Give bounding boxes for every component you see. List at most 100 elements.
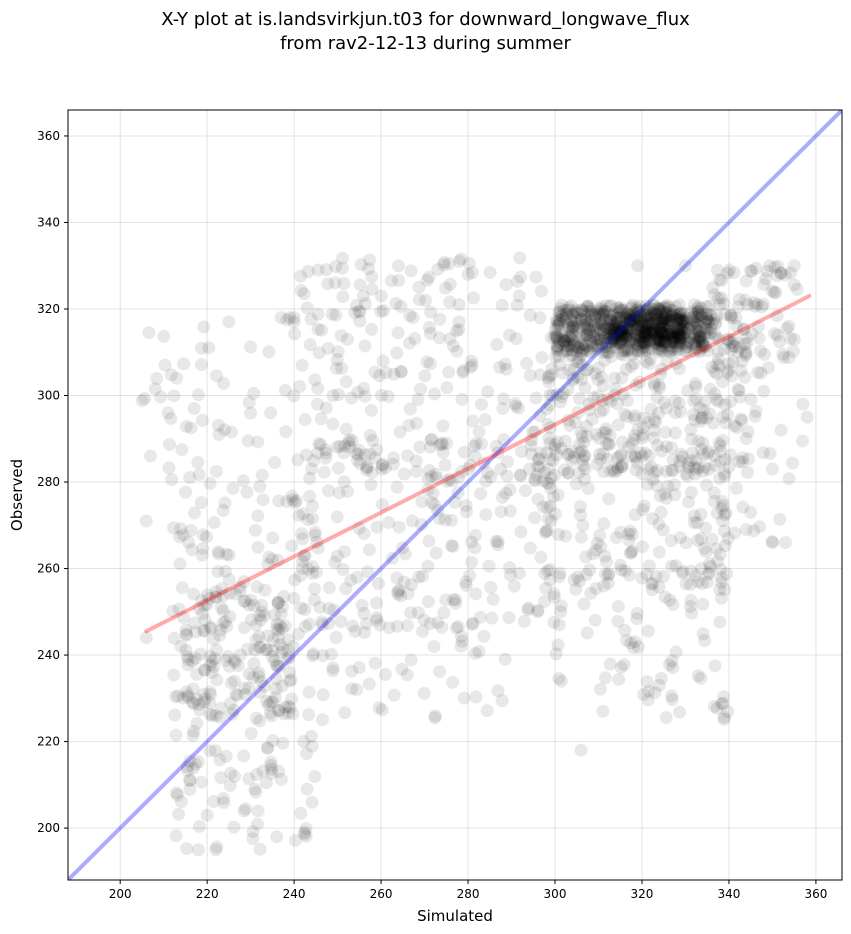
data-point <box>634 325 648 339</box>
data-point <box>394 365 408 379</box>
data-point <box>409 464 423 478</box>
data-point <box>461 462 475 476</box>
data-point <box>565 323 579 337</box>
data-point <box>617 407 631 421</box>
data-point <box>599 299 613 313</box>
data-point <box>673 311 687 325</box>
data-point <box>701 447 715 461</box>
data-point <box>619 324 633 338</box>
data-point <box>581 308 595 322</box>
data-point <box>338 545 352 559</box>
data-point <box>654 324 668 338</box>
data-point <box>768 260 782 274</box>
data-point <box>481 385 495 399</box>
data-point <box>224 676 238 690</box>
data-point <box>583 344 597 358</box>
data-point <box>650 390 664 404</box>
data-point <box>630 606 644 620</box>
data-point <box>753 520 767 534</box>
data-point <box>550 343 564 357</box>
data-point <box>654 505 668 519</box>
data-point <box>577 459 591 473</box>
data-point <box>637 332 651 346</box>
data-point <box>796 397 810 411</box>
data-point <box>550 330 564 344</box>
data-point <box>692 330 706 344</box>
data-point <box>603 309 617 323</box>
data-point <box>300 301 314 315</box>
data-point <box>624 333 638 347</box>
data-point <box>667 330 681 344</box>
data-point <box>611 600 625 614</box>
data-point <box>344 391 358 405</box>
data-point <box>676 450 690 464</box>
data-point <box>574 743 588 757</box>
data-point <box>574 311 588 325</box>
data-point <box>657 315 671 329</box>
data-point <box>362 262 376 276</box>
data-point <box>688 345 702 359</box>
data-point <box>646 472 660 486</box>
data-point <box>678 332 692 346</box>
data-point <box>650 479 664 493</box>
data-point <box>662 314 676 328</box>
data-point <box>551 435 565 449</box>
data-point <box>606 328 620 342</box>
data-point <box>594 317 608 331</box>
data-point <box>374 388 388 402</box>
data-point <box>371 577 385 591</box>
data-point <box>632 323 646 337</box>
data-point <box>642 318 656 332</box>
data-point <box>279 425 293 439</box>
data-point <box>348 624 362 638</box>
data-point <box>502 611 516 625</box>
data-point <box>575 358 589 372</box>
data-point <box>664 314 678 328</box>
data-point <box>175 443 189 457</box>
data-point <box>623 314 637 328</box>
data-point <box>698 315 712 329</box>
data-point <box>710 393 724 407</box>
data-point <box>693 334 707 348</box>
data-point <box>680 340 694 354</box>
data-point <box>681 322 695 336</box>
data-point <box>244 406 258 420</box>
data-point <box>671 331 685 345</box>
data-point <box>688 337 702 351</box>
data-point <box>664 534 678 548</box>
data-point <box>646 307 660 321</box>
data-point <box>786 456 800 470</box>
data-point <box>715 274 729 288</box>
y-tick-label: 200 <box>37 821 60 835</box>
data-point <box>390 346 404 360</box>
data-point <box>574 338 588 352</box>
data-point <box>720 408 734 422</box>
data-point <box>614 304 628 318</box>
data-point <box>603 299 617 313</box>
data-point <box>472 425 486 439</box>
data-point <box>514 469 528 483</box>
data-point <box>577 597 591 611</box>
data-point <box>614 460 628 474</box>
x-tick-label: 360 <box>804 887 827 901</box>
data-point <box>674 322 688 336</box>
data-point <box>233 648 247 662</box>
data-point <box>657 317 671 331</box>
data-point <box>580 326 594 340</box>
data-point <box>557 303 571 317</box>
data-point <box>624 546 638 560</box>
data-point <box>713 547 727 561</box>
data-point <box>249 711 263 725</box>
data-point <box>665 329 679 343</box>
data-point <box>783 331 797 345</box>
data-point <box>169 728 183 742</box>
data-point <box>617 326 631 340</box>
data-point <box>393 425 407 439</box>
data-point <box>218 496 232 510</box>
data-point <box>543 573 557 587</box>
data-point <box>663 345 677 359</box>
data-point <box>630 322 644 336</box>
data-point <box>574 345 588 359</box>
data-point <box>639 355 653 369</box>
data-point <box>165 473 179 487</box>
